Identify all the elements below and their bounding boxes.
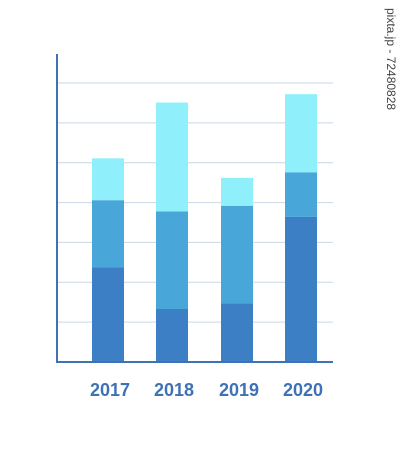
x-tick-labels: 2017 2018 2019 2020: [90, 380, 323, 400]
bar-segment-2017-3: [92, 158, 124, 201]
bar-segment-2019-1: [221, 303, 253, 362]
bar-segment-2019-3: [221, 177, 253, 206]
x-tick-label-2017: 2017: [90, 380, 130, 400]
bar-segment-2020-3: [285, 94, 317, 173]
bar-segment-2020-2: [285, 172, 317, 217]
bar-segment-2018-3: [156, 102, 188, 212]
x-tick-label-2020: 2020: [283, 380, 323, 400]
x-tick-label-2019: 2019: [219, 380, 259, 400]
bars: [92, 94, 317, 362]
bar-segment-2017-2: [92, 200, 124, 268]
bar-segment-2018-1: [156, 308, 188, 362]
watermark-credit: pixta.jp - 72480828: [384, 8, 398, 111]
bar-segment-2017-1: [92, 267, 124, 362]
bar-segment-2019-2: [221, 205, 253, 304]
x-tick-label-2018: 2018: [154, 380, 194, 400]
axes: [56, 54, 333, 363]
bar-segment-2020-1: [285, 216, 317, 362]
bar-segment-2018-2: [156, 211, 188, 309]
